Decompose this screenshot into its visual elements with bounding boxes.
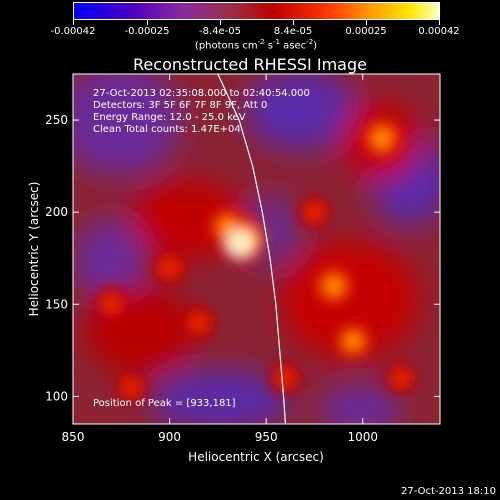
colorbar-tick bbox=[220, 20, 221, 25]
colorbar-tick-label: -0.00042 bbox=[50, 26, 96, 37]
y-axis-label: Heliocentric Y (arcsec) bbox=[27, 182, 41, 317]
colorbar-units-sup: -2 bbox=[257, 38, 265, 46]
heatmap-purple-region bbox=[150, 370, 290, 424]
x-tick-label: 950 bbox=[255, 430, 278, 444]
colorbar-gradient bbox=[73, 2, 440, 20]
colorbar-units-sup: -1 bbox=[273, 38, 281, 46]
emission-source bbox=[309, 261, 359, 311]
y-tick-label: 250 bbox=[45, 113, 68, 127]
x-tick-label: 850 bbox=[62, 430, 85, 444]
peak-source bbox=[225, 229, 254, 258]
colorbar-tick-label: 0.00042 bbox=[418, 26, 460, 37]
emission-source bbox=[265, 358, 306, 398]
heatmap-diffuse-layer bbox=[73, 74, 440, 424]
y-tick-label: 150 bbox=[45, 297, 68, 311]
colorbar-tick-label: 8.4e-05 bbox=[273, 26, 313, 37]
chart-title: Reconstructed RHESSI Image bbox=[133, 55, 367, 74]
footer-timestamp: 27-Oct-2013 18:10 bbox=[401, 486, 496, 497]
heatmap-purple-region bbox=[245, 74, 355, 150]
colorbar-units-prefix: (photons cm bbox=[194, 40, 258, 52]
colorbar-tick bbox=[293, 20, 294, 25]
info-time-range: 27-Oct-2013 02:35:08.000 to 02:40:54.000 bbox=[93, 88, 310, 99]
emission-source bbox=[382, 358, 421, 397]
heatmap-sources bbox=[90, 113, 421, 407]
colorbar-tick bbox=[147, 20, 148, 25]
colorbar-units-mid: asec bbox=[280, 40, 307, 52]
emission-source bbox=[147, 245, 192, 290]
colorbar-units-mid: s bbox=[264, 40, 274, 52]
emission-source bbox=[356, 113, 408, 164]
heatmap-purple-region bbox=[73, 74, 180, 175]
x-tick-label: 900 bbox=[158, 430, 181, 444]
x-axis-label: Heliocentric X (arcsec) bbox=[188, 450, 324, 464]
emission-source bbox=[90, 283, 133, 326]
emission-source bbox=[330, 318, 376, 364]
emission-source bbox=[294, 192, 335, 233]
info-energy-range: Energy Range: 12.0 - 25.0 keV bbox=[93, 112, 246, 123]
emission-source bbox=[111, 368, 150, 407]
colorbar-tick-label: -8.4e-05 bbox=[199, 26, 241, 37]
heatmap-image bbox=[73, 74, 440, 424]
x-axis: 850 900 950 1000 bbox=[62, 74, 378, 444]
heatmap-purple-region bbox=[75, 220, 145, 300]
y-tick-label: 100 bbox=[45, 389, 68, 403]
colorbar-tick bbox=[73, 20, 74, 25]
colorbar-units: (photons cm-2 s-1 asec-2) bbox=[195, 38, 317, 51]
y-tick-label: 200 bbox=[45, 205, 68, 219]
plot-frame bbox=[72, 73, 441, 425]
colorbar-area: -0.00042 -0.00025 -8.4e-05 8.4e-05 0.000… bbox=[51, 2, 460, 60]
colorbar-tick bbox=[366, 20, 367, 25]
info-detectors: Detectors: 3F 5F 6F 7F 8F 9F, Att 0 bbox=[93, 100, 267, 111]
solar-limb-curve bbox=[217, 74, 287, 424]
x-tick-label: 1000 bbox=[347, 430, 378, 444]
colorbar-tick-label: 0.00025 bbox=[345, 26, 387, 37]
colorbar-tick-label: -0.00025 bbox=[124, 26, 170, 37]
colorbar-tick bbox=[439, 20, 440, 25]
emission-source bbox=[177, 301, 220, 344]
info-peak-position: Position of Peak = [933,181] bbox=[93, 398, 236, 409]
info-clean-counts: Clean Total counts: 1.47E+04 bbox=[93, 124, 241, 135]
colorbar-units-sup: -2 bbox=[306, 38, 314, 46]
colorbar-units-suffix: ) bbox=[313, 40, 318, 52]
y-axis: 100 150 200 250 bbox=[45, 113, 440, 403]
heatmap-purple-region bbox=[320, 385, 400, 424]
